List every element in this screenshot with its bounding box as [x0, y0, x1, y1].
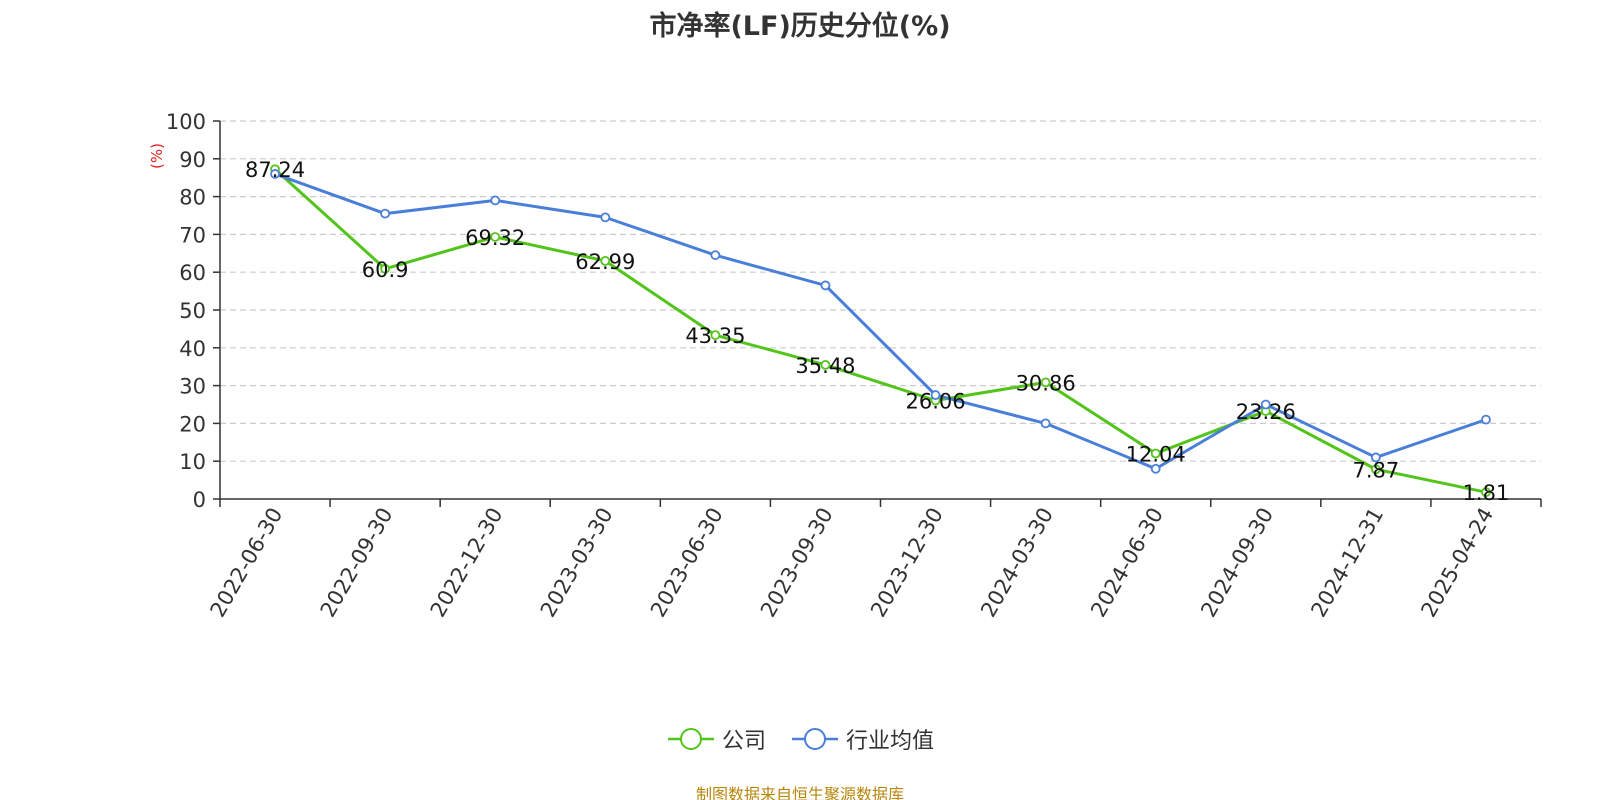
x-tick-label: 2024-06-30: [1086, 504, 1168, 622]
y-tick-label: 60: [179, 261, 206, 285]
x-tick-label: 2023-06-30: [646, 504, 728, 622]
y-tick-label: 50: [179, 299, 206, 323]
y-tick-label: 30: [179, 375, 206, 399]
y-tick-label: 10: [179, 450, 206, 474]
grid-lines: [220, 120, 1541, 462]
legend-company-icon: [667, 728, 714, 750]
series-line-1: [274, 172, 1487, 471]
data-labels: 87.24 60.9 69.32 62.99 43.35 35.48 26.06 30.86 1…: [245, 158, 1509, 505]
legend-label-company: 公司: [721, 729, 766, 754]
data-label: 12.04: [1126, 442, 1186, 466]
data-label: 1.81: [1463, 481, 1510, 505]
x-tick-label: 2022-09-30: [316, 504, 398, 622]
y-tick-label: 40: [179, 337, 206, 361]
data-point: [1150, 463, 1161, 474]
data-point: [1481, 487, 1491, 498]
y-tick-label: 70: [179, 223, 206, 247]
data-label: 35.48: [795, 354, 855, 378]
data-point: [270, 169, 280, 179]
data-point: [1481, 414, 1491, 425]
data-label: 7.87: [1352, 458, 1399, 482]
x-tick-label: 2024-03-30: [976, 504, 1058, 622]
x-tick-label: 2024-12-31: [1306, 504, 1388, 622]
x-tick-label: 2025-04-24: [1416, 504, 1498, 622]
data-point: [600, 255, 611, 266]
data-point: [1040, 418, 1051, 429]
data-point: [600, 212, 611, 223]
legend: 公司 行业均值: [0, 723, 1600, 755]
data-label: 43.35: [685, 324, 745, 348]
y-tick-label: 20: [179, 412, 206, 436]
y-tick-label: 80: [179, 186, 206, 210]
data-label: 62.99: [575, 250, 635, 274]
data-point: [1370, 464, 1381, 475]
chart-title: 市净率(LF)历史分位(%): [649, 11, 951, 42]
source-note: 制图数据来自恒生聚源数据库: [695, 785, 904, 800]
data-label: 26.06: [905, 389, 965, 413]
data-label: 60.9: [362, 258, 409, 282]
data-point: [1260, 399, 1271, 410]
x-tick-label: 2024-09-30: [1196, 504, 1278, 622]
data-point: [1370, 452, 1381, 463]
data-label: 23.26: [1236, 400, 1296, 424]
data-point: [380, 263, 391, 274]
data-point: [820, 359, 831, 370]
data-point: [710, 330, 721, 341]
legend-label-industry: 行业均值: [846, 729, 935, 754]
data-point: [930, 390, 941, 400]
series-lines: [270, 164, 1491, 498]
x-tick-label: 2022-12-30: [426, 504, 508, 622]
legend-item-industry[interactable]: 行业均值: [790, 723, 934, 755]
data-point: [380, 208, 391, 219]
legend-industry-icon: [792, 728, 838, 750]
x-tick-label: 2023-09-30: [756, 504, 838, 622]
data-label: 30.86: [1016, 371, 1076, 395]
data-point: [490, 195, 501, 206]
y-tick-label: 100: [166, 110, 206, 134]
data-point: [1150, 448, 1161, 459]
y-axis-unit-label: (%): [148, 143, 166, 169]
legend-item-company[interactable]: 公司: [666, 723, 766, 755]
data-point: [490, 232, 501, 242]
x-tick-label: 2022-06-30: [206, 504, 288, 622]
data-label: 69.32: [465, 226, 525, 250]
x-tick-label: 2023-03-30: [536, 504, 618, 622]
y-tick-label: 0: [193, 488, 206, 512]
data-point: [1040, 377, 1051, 388]
data-point: [820, 280, 831, 291]
data-point: [710, 250, 721, 261]
series-line-0: [274, 168, 1487, 494]
y-tick-label: 90: [179, 148, 206, 172]
data-label: 87.24: [245, 158, 305, 182]
x-tick-label: 2023-12-30: [866, 504, 948, 622]
